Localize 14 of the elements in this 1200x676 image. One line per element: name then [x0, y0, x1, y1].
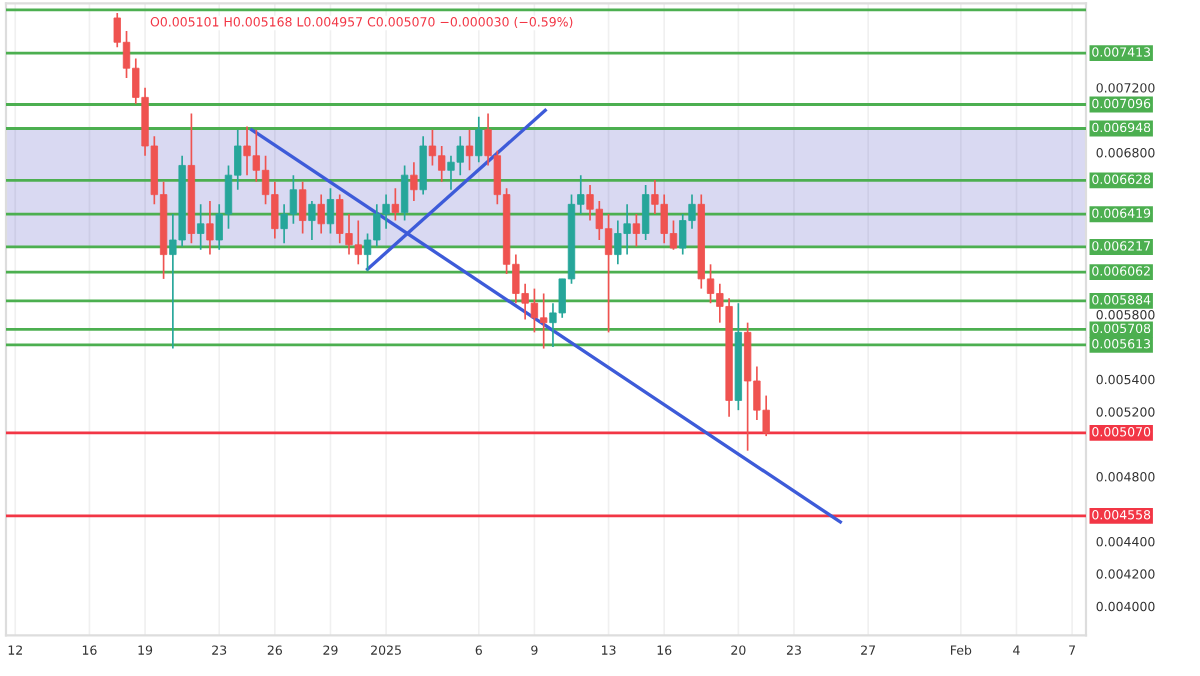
candlestick — [326, 187, 335, 235]
candlestick — [410, 161, 418, 202]
candlestick — [308, 200, 316, 241]
candlestick — [197, 203, 205, 251]
candlestick — [475, 115, 483, 164]
candlestick — [400, 164, 409, 222]
candlestick — [298, 180, 307, 235]
candlestick — [465, 128, 474, 172]
candlestick — [641, 184, 650, 241]
candlestick — [419, 135, 427, 196]
candlestick — [391, 187, 400, 222]
candlestick — [206, 200, 214, 256]
candlestick — [317, 193, 325, 235]
candlestick — [632, 213, 641, 248]
